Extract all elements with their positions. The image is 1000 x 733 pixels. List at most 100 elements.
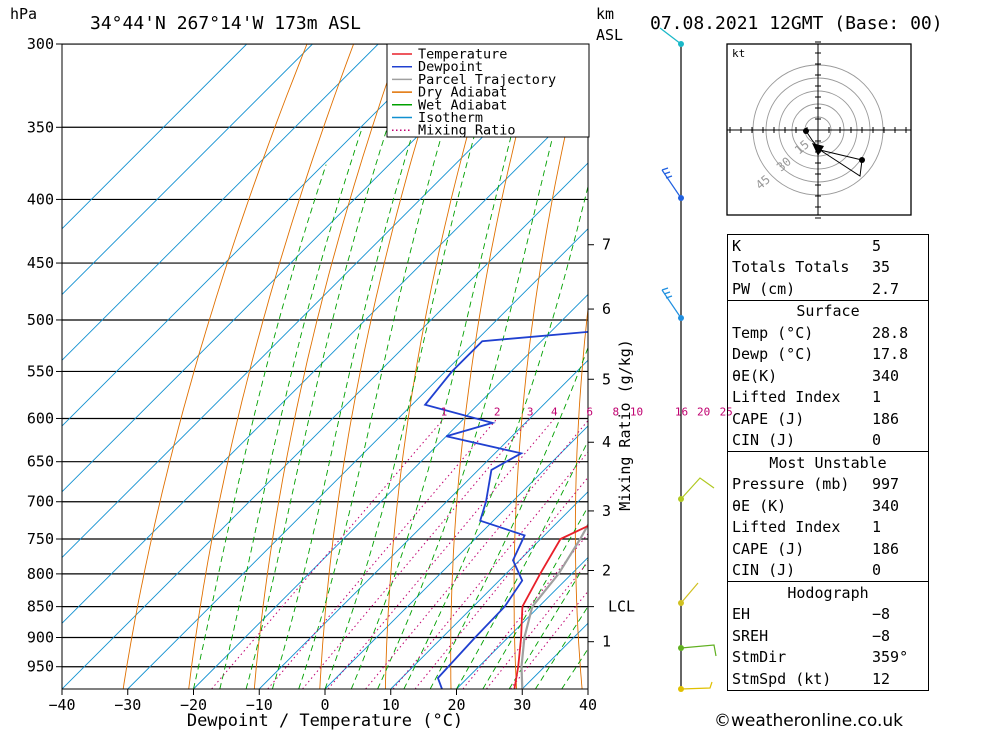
hodograph-end-dot <box>859 157 865 163</box>
surface-dewp-row: Dewp (°C) 17.8 <box>728 344 928 366</box>
pressure-tick-label: 500 <box>27 311 54 329</box>
wind-barb <box>680 681 713 690</box>
legend-label: Dry Adiabat <box>418 85 507 101</box>
legend-label: Temperature <box>418 47 507 63</box>
mixing-ratio-tick-label: 10 <box>630 405 643 418</box>
mixing-ratio-tick-label: 2 <box>494 405 501 418</box>
stmdir-value: 359° <box>872 648 909 667</box>
axes-group: 3003504004505005506006507007508008509009… <box>27 35 733 714</box>
mixing-ratio-line <box>327 418 555 689</box>
km-tick-label: 3 <box>602 502 611 520</box>
wind-profile <box>659 27 717 692</box>
isotherm-line <box>193 293 588 689</box>
wind-level-dot <box>678 645 684 651</box>
wet-adiabat-line <box>456 440 588 689</box>
x-tick-label: −20 <box>180 696 207 714</box>
mu-li-row: Lifted Index 1 <box>728 517 928 539</box>
wet-adiabat-line <box>245 95 399 689</box>
dry-adiabat-line <box>188 44 355 689</box>
dry-adiabat-line <box>319 44 448 689</box>
totals-totals-value: 35 <box>872 258 891 277</box>
wind-level-dot <box>678 496 684 502</box>
wet-adiabat-line <box>298 44 470 689</box>
dry-adiabat-line <box>692 44 726 689</box>
isotherm-line <box>62 44 445 427</box>
pressure-tick-label: 300 <box>27 35 54 53</box>
footer-credit: ©weatheronline.co.uk <box>714 711 904 731</box>
isotherm-line <box>456 556 588 689</box>
wind-level-dot <box>678 41 684 47</box>
dry-adiabat-line <box>956 44 1000 689</box>
location-title: 34°44'N 267°14'W 173m ASL <box>90 13 361 34</box>
surface-temp-row: Temp (°C) 28.8 <box>728 322 928 344</box>
x-tick-label: −40 <box>48 696 75 714</box>
mixing-ratio-tick-label: 3 <box>527 405 534 418</box>
pressure-tick-label: 950 <box>27 658 54 676</box>
surface-li-row: Lifted Index 1 <box>728 387 928 409</box>
surface-temp-value: 28.8 <box>872 323 909 342</box>
legend-label: Dewpoint <box>418 59 483 75</box>
isotherm-line <box>62 44 576 559</box>
wind-barb <box>680 582 699 604</box>
isotherm-line <box>258 359 588 689</box>
surface-theta-value: 340 <box>872 366 900 385</box>
stmspd-value: 12 <box>872 669 891 688</box>
surface-cin-row: CIN (J) 0 <box>728 430 928 452</box>
dewpoint-line <box>423 330 588 689</box>
mixing-ratio-tick-label: 6 <box>586 405 593 418</box>
pressure-tick-label: 700 <box>27 493 54 511</box>
surface-header: Surface <box>728 299 928 323</box>
isotherm-line <box>62 44 379 361</box>
stmspd-row: StmSpd (kt) 12 <box>728 668 928 690</box>
wet-adiabat-line <box>324 44 502 689</box>
mixing-ratio-tick-label: 25 <box>720 405 733 418</box>
isotherm-line <box>127 228 588 689</box>
plot-frame <box>61 43 589 690</box>
pressure-tick-label: 800 <box>27 565 54 583</box>
dry-adiabat-line <box>574 304 588 689</box>
mixing-ratio-line <box>302 418 531 689</box>
surface-cape-value: 186 <box>872 409 900 428</box>
background-lines <box>62 44 1000 689</box>
wet-adiabat-line <box>219 127 363 689</box>
km-tick-label: 1 <box>602 633 611 651</box>
surface-li-value: 1 <box>872 388 882 407</box>
wind-level-dot <box>678 686 684 692</box>
wet-adiabat-line <box>403 184 588 689</box>
isotherm-line <box>62 96 588 624</box>
legend-label: Isotherm <box>418 110 483 126</box>
surface-dewp-value: 17.8 <box>872 345 909 364</box>
surface-theta-row: θE(K) 340 <box>728 365 928 387</box>
storm-motion-marker <box>812 143 824 156</box>
hodograph-header: Hodograph <box>728 581 928 604</box>
pressure-tick-label: 650 <box>27 453 54 471</box>
wind-level-dot <box>678 195 684 201</box>
pressure-tick-label: 850 <box>27 598 54 616</box>
wind-barb <box>661 167 682 199</box>
mu-cape-row: CAPE (J) 186 <box>728 538 928 560</box>
surface-cin-value: 0 <box>872 431 882 450</box>
wind-level-dot <box>678 600 684 606</box>
surface-cape-row: CAPE (J) 186 <box>728 408 928 430</box>
isotherm-line <box>62 44 511 493</box>
isotherm-line <box>62 44 248 230</box>
km-tick-label: LCL <box>608 598 635 616</box>
x-tick-label: 0 <box>320 696 329 714</box>
sreh-row: SREH −8 <box>728 625 928 647</box>
pressure-tick-label: 900 <box>27 629 54 647</box>
hodograph-start-dot <box>803 128 809 134</box>
most-unstable-header: Most Unstable <box>728 451 928 474</box>
wet-adiabat-line <box>377 44 578 689</box>
x-tick-label: −10 <box>246 696 273 714</box>
pw-value: 2.7 <box>872 279 900 298</box>
pressure-tick-label: 400 <box>27 190 54 208</box>
km-tick-label: 6 <box>602 300 611 318</box>
hodograph-unit: kt <box>732 47 745 60</box>
mu-li-value: 1 <box>872 518 882 537</box>
mixing-ratio-tick-label: 20 <box>697 405 710 418</box>
x-axis-label: Dewpoint / Temperature (°C) <box>187 711 463 731</box>
hodograph-trace <box>805 130 863 177</box>
km-label: km <box>596 5 614 23</box>
